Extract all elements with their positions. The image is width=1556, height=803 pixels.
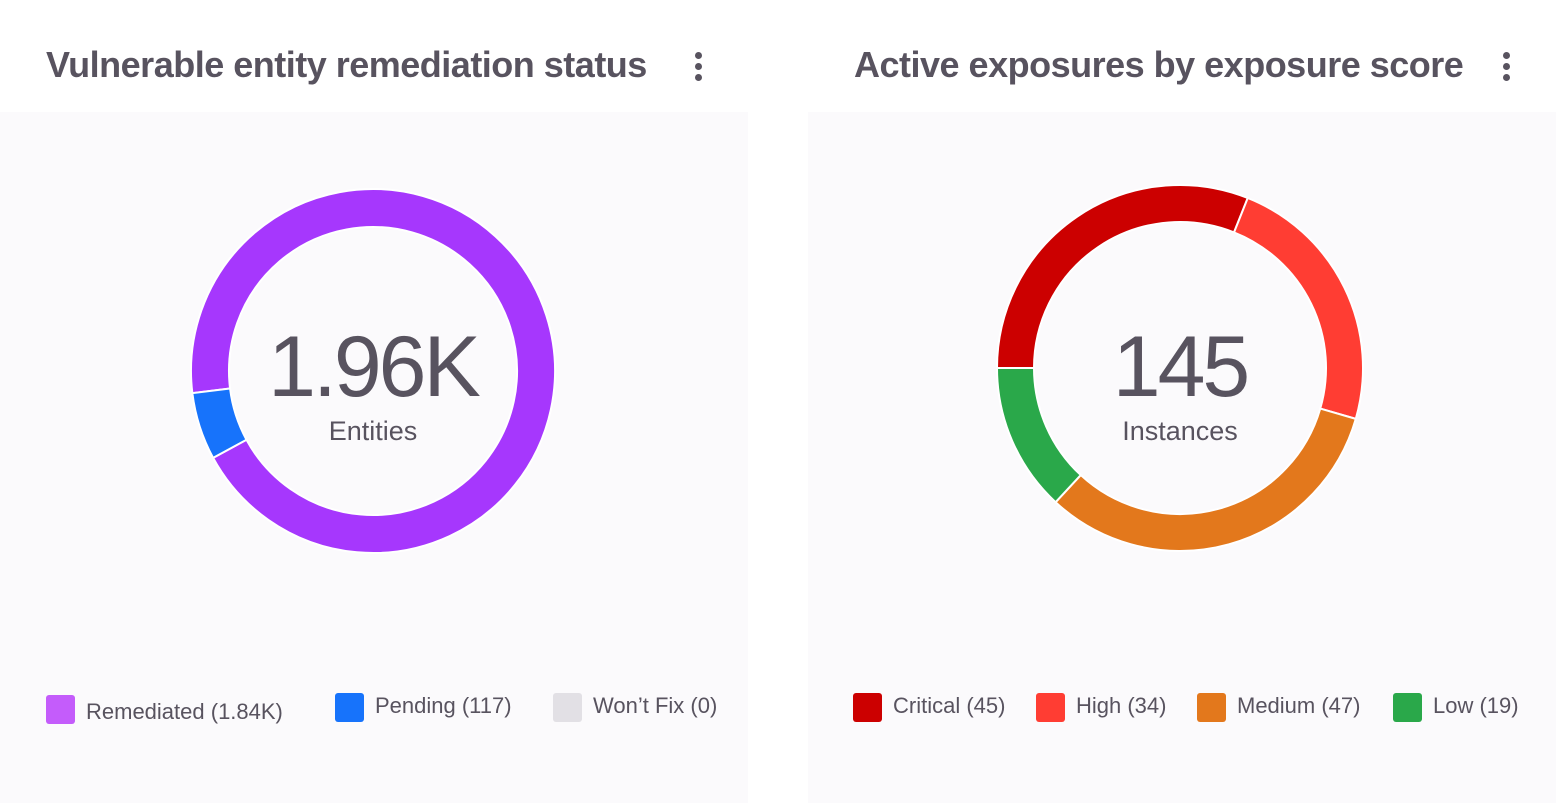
legend-swatch (1393, 693, 1422, 722)
card-header-bg (0, 0, 748, 112)
legend-label: Low (19) (1433, 692, 1519, 718)
center-label: Entities (328, 416, 418, 446)
donut-slice-pending[interactable] (191, 387, 248, 460)
legend-item-low[interactable]: Low (19) (1393, 693, 1519, 722)
kebab-menu-icon[interactable] (692, 52, 704, 84)
center-value: 145 (1112, 319, 1251, 415)
legend-label: Won’t Fix (0) (593, 692, 718, 718)
remediation-status-card: Vulnerable entity remediation status 1.9… (0, 0, 748, 803)
legend-label: Remediated (1.84K) (86, 699, 283, 724)
legend-swatch (853, 693, 882, 722)
card-body (808, 112, 1556, 801)
card-header-bg (808, 0, 1556, 112)
center-label: Instances (1122, 416, 1238, 446)
legend-item-high[interactable]: High (34) (1036, 693, 1166, 722)
legend-swatch (1036, 693, 1065, 722)
legend-item-critical[interactable]: Critical (45) (853, 693, 1005, 722)
legend-label: High (34) (1076, 692, 1167, 718)
legend-item-pending[interactable]: Pending (117) (335, 693, 512, 722)
donut-chart (190, 188, 556, 554)
legend-swatch (553, 693, 582, 722)
legend-swatch (46, 694, 75, 724)
legend-label: Pending (117) (375, 692, 512, 718)
legend-swatch (335, 693, 364, 722)
legend-label: Medium (47) (1237, 692, 1361, 718)
chart-title: Vulnerable entity remediation status (46, 44, 647, 85)
legend-swatch (1197, 693, 1226, 722)
legend-item-wont-fix[interactable]: Won’t Fix (0) (553, 693, 717, 722)
donut-slice-low[interactable] (995, 367, 1083, 504)
donut-slice-remediated[interactable] (190, 188, 556, 554)
legend-label: Critical (45) (893, 692, 1006, 718)
legend-item-remediated[interactable]: Remediated (1.84K) (46, 693, 283, 725)
kebab-menu-icon[interactable] (1500, 52, 1512, 84)
legend-item-medium[interactable]: Medium (47) (1197, 693, 1360, 722)
center-value: 1.96K (268, 319, 481, 415)
chart-title: Active exposures by exposure score (854, 44, 1464, 85)
exposure-score-card: Active exposures by exposure score 145 I… (808, 0, 1556, 803)
donut-chart (995, 184, 1364, 552)
